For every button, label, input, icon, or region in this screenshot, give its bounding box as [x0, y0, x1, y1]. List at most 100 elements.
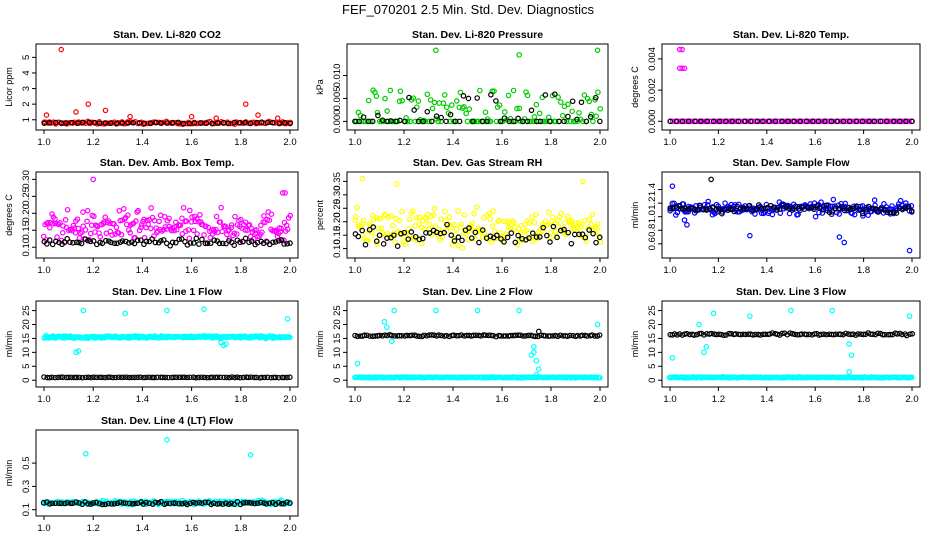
data-point-main: [552, 229, 559, 235]
data-point-reference: [275, 374, 282, 381]
data-point-reference: [76, 500, 82, 506]
data-point-reference: [248, 238, 255, 244]
data-point-reference: [840, 118, 847, 125]
data-point-reference: [846, 118, 853, 125]
data-point-reference: [533, 234, 540, 240]
data-point-reference: [412, 233, 419, 240]
data-point-reference: [834, 118, 840, 125]
data-point-reference: [234, 374, 241, 380]
data-point-reference: [76, 374, 83, 381]
data-point-main: [431, 206, 438, 212]
data-point-reference: [823, 202, 830, 209]
data-point-main: [482, 109, 489, 116]
data-point-reference: [246, 239, 252, 246]
data-point-reference: [278, 500, 285, 507]
data-point-reference: [151, 374, 157, 381]
y-tick-label: 15: [332, 333, 343, 344]
chart-panel-ambbox: Stan. Dev. Amb. Box Temp. degrees C 1.0 1.2…: [4, 157, 299, 276]
data-point-reference: [257, 499, 264, 506]
data-point-reference: [143, 374, 149, 381]
data-point-reference: [99, 501, 106, 508]
data-point-main: [589, 211, 596, 218]
plot-frame: [661, 300, 921, 388]
data-point-reference: [863, 206, 869, 213]
data-point-reference: [815, 118, 822, 125]
data-point-main: [83, 450, 89, 457]
data-point-reference: [93, 499, 100, 506]
data-point-main: [279, 190, 286, 196]
data-point-reference: [60, 374, 66, 381]
data-point-reference: [199, 500, 205, 506]
data-point-reference: [587, 113, 594, 120]
data-point-reference: [810, 118, 816, 125]
data-point-main: [501, 109, 508, 115]
data-point-reference: [275, 237, 282, 244]
x-tick-label: 1.2: [87, 523, 100, 534]
data-point-main: [581, 92, 588, 98]
x-tick-label: 1.4: [136, 394, 149, 405]
data-point-main: [529, 238, 536, 245]
data-point-reference: [85, 237, 91, 244]
data-point-reference: [762, 205, 768, 212]
data-point-main: [62, 217, 69, 223]
data-point-reference: [73, 499, 80, 505]
data-point-reference: [96, 374, 103, 381]
data-point-reference: [428, 332, 435, 338]
data-point-reference: [231, 119, 238, 126]
data-point-reference: [820, 331, 827, 337]
y-tick-label: 5: [21, 55, 32, 60]
y-tick-label: 10: [21, 347, 32, 358]
y-tick-label: 0.000: [647, 109, 658, 133]
data-point-reference: [242, 119, 248, 126]
x-tick-label: 1.6: [809, 394, 822, 405]
data-point-reference: [456, 332, 462, 339]
data-point-reference: [394, 243, 401, 250]
data-point-reference: [713, 207, 720, 213]
data-point-main: [186, 207, 193, 214]
data-point-reference: [528, 107, 535, 114]
data-point-main: [505, 224, 511, 231]
data-point-reference: [355, 233, 362, 240]
data-point-main: [440, 100, 447, 106]
data-point-main: [399, 97, 405, 104]
y-tick-label: 20: [332, 319, 343, 330]
data-point-reference: [362, 241, 369, 248]
data-point-reference: [169, 239, 176, 246]
data-point-main: [64, 206, 71, 213]
data-point-reference: [781, 330, 788, 336]
data-point-main: [423, 216, 429, 223]
data-point-main: [179, 231, 186, 237]
x-tick-label: 1.2: [712, 137, 725, 148]
y-axis-label: kPa: [315, 79, 325, 95]
data-point-main: [469, 220, 475, 226]
data-point-reference: [557, 332, 564, 339]
data-point-reference: [376, 332, 383, 339]
data-point-main: [228, 222, 235, 228]
data-point-main: [747, 232, 753, 239]
data-point-reference: [468, 235, 475, 241]
y-tick-label: 2: [21, 102, 32, 107]
data-point-reference: [540, 224, 547, 231]
data-point-reference: [158, 120, 164, 126]
data-point-main: [558, 210, 565, 217]
data-point-main: [59, 229, 66, 236]
data-point-reference: [569, 98, 576, 105]
data-point-main: [384, 324, 390, 331]
data-point-reference: [196, 241, 202, 247]
data-point-reference: [789, 207, 796, 213]
data-point-main: [894, 118, 900, 125]
data-point-reference: [229, 374, 235, 380]
x-tick-label: 1.8: [544, 265, 557, 276]
data-point-main: [547, 229, 554, 236]
data-point-main: [487, 216, 493, 222]
data-point-main: [531, 219, 538, 226]
data-point-main: [491, 88, 497, 94]
data-point-reference: [46, 120, 53, 126]
data-point-reference: [828, 118, 835, 125]
data-point-main: [453, 98, 460, 104]
data-point-main: [213, 115, 220, 122]
data-point-reference: [125, 120, 131, 126]
data-point-reference: [254, 500, 261, 507]
data-point-reference: [710, 118, 717, 125]
data-point-reference: [735, 118, 742, 125]
